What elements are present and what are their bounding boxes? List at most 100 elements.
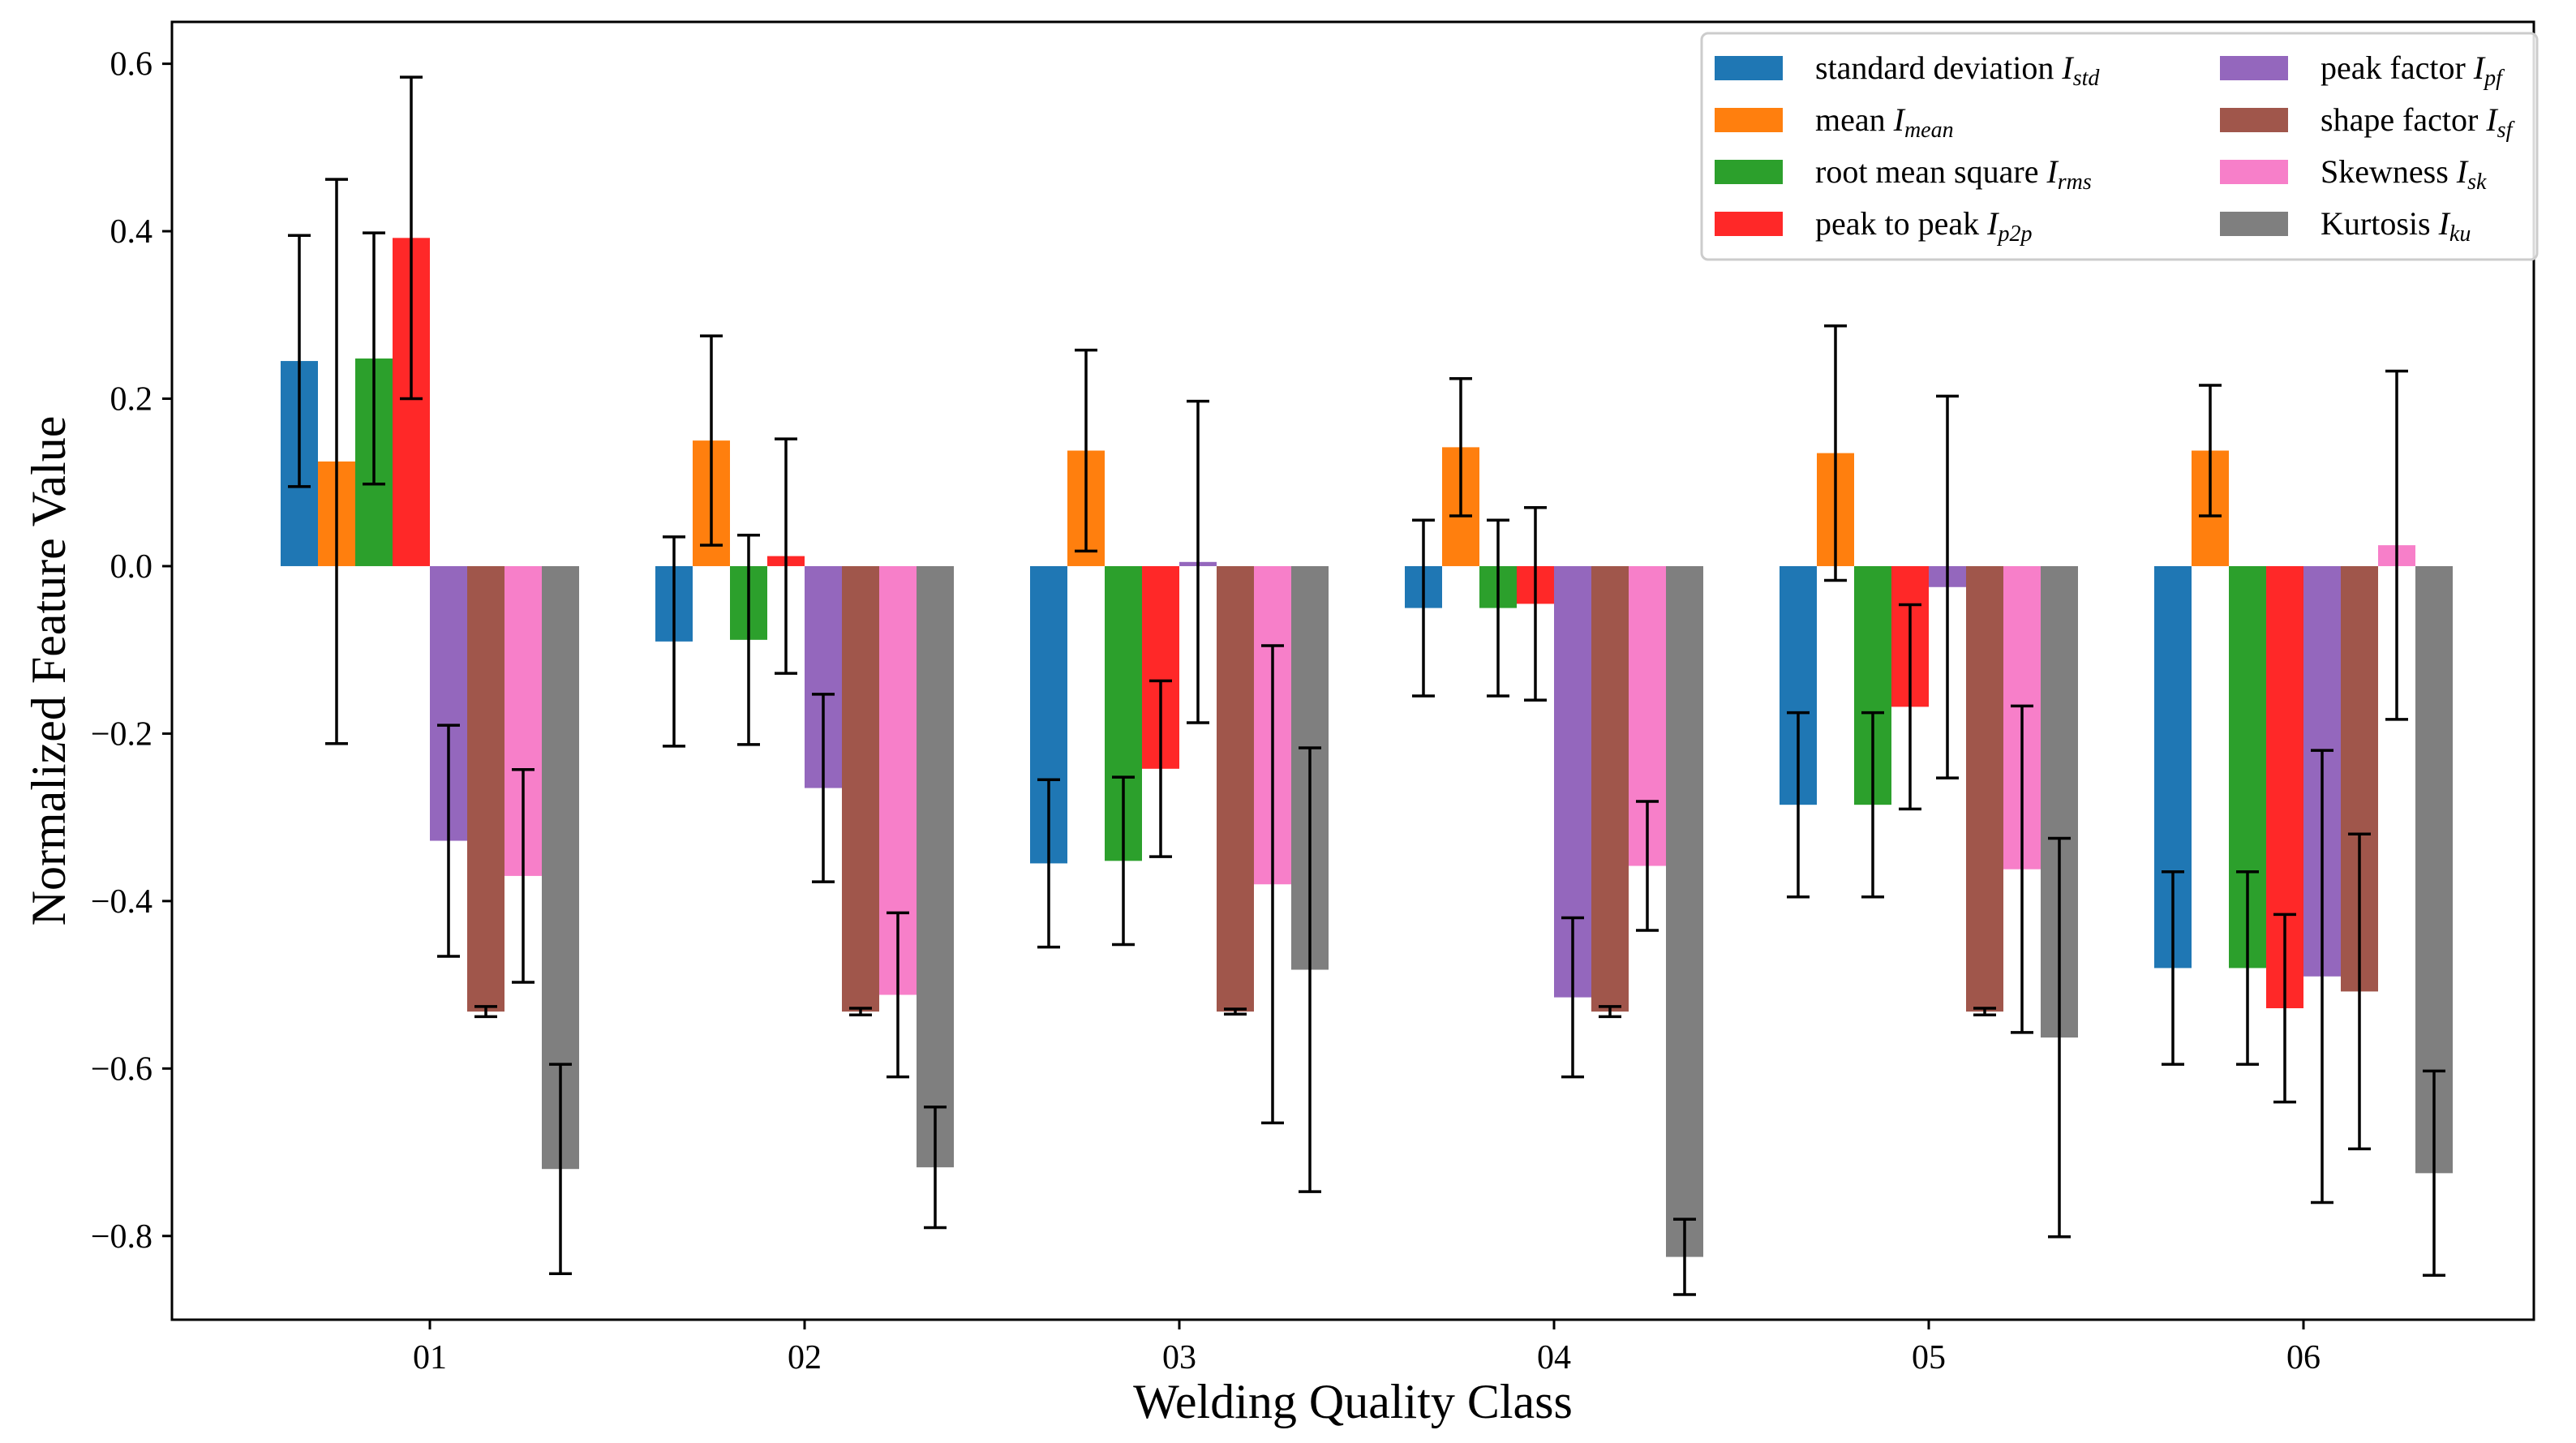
y-axis-label: Normalized Feature Value	[22, 416, 75, 926]
legend-swatch	[1715, 160, 1783, 184]
legend-item-rms: root mean square Irms	[1715, 153, 2092, 195]
error-bar-std-03	[1037, 778, 1060, 949]
error-bar-ku-06	[2423, 1069, 2445, 1278]
y-tick-label: −0.6	[91, 1050, 152, 1088]
legend-swatch	[1715, 56, 1783, 80]
x-tick-label: 05	[1912, 1339, 1946, 1376]
x-tick-label: 04	[1537, 1339, 1571, 1376]
error-bar-sf-02	[849, 1007, 872, 1017]
y-tick-label: 0.0	[110, 548, 153, 586]
error-bar-sf-04	[1599, 1005, 1621, 1019]
error-bar-sk-03	[1261, 644, 1284, 1125]
bar-sf-05	[1966, 565, 2003, 1012]
error-bar-rms-02	[737, 534, 760, 746]
error-bar-ku-02	[924, 1106, 947, 1230]
error-bar-std-01	[288, 234, 311, 488]
error-bars-layer	[288, 75, 2445, 1296]
legend-item-ku: Kurtosis Iku	[2220, 205, 2471, 247]
error-bar-sk-06	[2385, 369, 2408, 721]
x-tick-label: 02	[788, 1339, 822, 1376]
error-bar-rms-01	[363, 231, 385, 486]
legend-swatch	[2220, 212, 2288, 236]
error-bar-sf-05	[1973, 1007, 1996, 1017]
error-bar-mean-01	[325, 178, 348, 745]
error-bar-mean-03	[1075, 348, 1097, 553]
error-bar-std-06	[2162, 870, 2184, 1066]
bar-sf-01	[467, 565, 504, 1012]
error-bar-mean-05	[1824, 324, 1847, 582]
error-bar-sk-01	[512, 768, 535, 984]
bar-sf-03	[1217, 565, 1254, 1012]
legend-swatch	[2220, 56, 2288, 80]
y-tick-label: 0.4	[110, 213, 153, 251]
error-bar-p2p-06	[2273, 913, 2296, 1104]
error-bar-sk-02	[887, 911, 909, 1079]
x-tick-label: 06	[2286, 1339, 2321, 1376]
bar-sf-04	[1591, 565, 1629, 1012]
error-bar-ku-03	[1299, 746, 1321, 1193]
legend-swatch	[2220, 108, 2288, 132]
error-bar-pf-01	[437, 724, 460, 958]
x-tick-label: 01	[413, 1339, 447, 1376]
x-axis-label: Welding Quality Class	[1133, 1375, 1573, 1428]
error-bar-rms-03	[1112, 775, 1135, 947]
error-bar-ku-05	[2048, 836, 2071, 1239]
legend-label: peak to peak Ip2p	[1815, 205, 2032, 247]
legend: standard deviation Istd mean Imean root me…	[1700, 32, 2539, 261]
error-bar-ku-01	[549, 1063, 572, 1275]
y-tick-label: 0.6	[110, 46, 153, 84]
error-bar-pf-05	[1936, 394, 1959, 779]
error-bar-sf-06	[2348, 832, 2371, 1151]
bars-layer	[281, 238, 2453, 1257]
error-bar-rms-04	[1487, 518, 1509, 698]
error-bar-sf-03	[1224, 1007, 1247, 1016]
x-tick-label: 03	[1162, 1339, 1196, 1376]
error-bar-pf-06	[2311, 749, 2333, 1205]
error-bar-p2p-04	[1524, 505, 1547, 702]
error-bar-rms-06	[2236, 870, 2259, 1066]
y-tick-label: −0.8	[91, 1218, 152, 1256]
error-bar-rms-05	[1861, 711, 1884, 899]
error-bar-sk-05	[2011, 704, 2033, 1034]
legend-label: mean Imean	[1815, 101, 1954, 143]
legend-swatch	[1715, 212, 1783, 236]
y-tick-label: −0.4	[91, 883, 152, 921]
error-bar-pf-03	[1187, 399, 1209, 724]
bar-ku-02	[917, 565, 954, 1168]
error-bar-pf-04	[1561, 916, 1584, 1079]
legend-item-mean: mean Imean	[1715, 101, 1954, 143]
error-bar-pf-02	[812, 693, 835, 883]
error-bar-sf-01	[474, 1005, 497, 1019]
error-bar-sk-04	[1636, 800, 1659, 932]
error-bar-p2p-03	[1149, 679, 1172, 858]
legend-label: Skewness Isk	[2321, 153, 2487, 195]
legend-item-sf: shape factor Isf	[2220, 101, 2515, 143]
error-bar-std-04	[1412, 518, 1435, 698]
error-bar-std-05	[1787, 711, 1810, 899]
y-tick-label: −0.2	[91, 715, 152, 753]
y-tick-label: 0.2	[110, 381, 153, 419]
error-bar-p2p-02	[775, 437, 797, 675]
legend-box	[1700, 32, 2539, 261]
legend-label: Kurtosis Iku	[2321, 205, 2471, 247]
legend-item-std: standard deviation Istd	[1715, 49, 2100, 91]
y-axis: 0.6 0.4 0.2 0.0 −0.2 −0.4 −0.6 −0.8	[91, 46, 172, 1256]
legend-item-p2p: peak to peak Ip2p	[1715, 205, 2032, 247]
error-bar-mean-06	[2199, 384, 2222, 518]
legend-item-pf: peak factor Ipf	[2220, 49, 2505, 91]
legend-label: standard deviation Istd	[1815, 49, 2100, 91]
error-bar-mean-02	[700, 334, 723, 547]
legend-swatch	[2220, 160, 2288, 184]
bar-ku-04	[1666, 565, 1703, 1257]
legend-label: shape factor Isf	[2321, 101, 2515, 143]
error-bar-mean-04	[1449, 376, 1472, 518]
error-bar-p2p-05	[1899, 603, 1921, 811]
legend-label: root mean square Irms	[1815, 153, 2092, 195]
plot-frame	[170, 20, 2535, 1321]
x-axis: 01 02 03 04 05 06	[413, 1320, 2321, 1376]
legend-label: peak factor Ipf	[2321, 49, 2505, 91]
error-bar-ku-04	[1673, 1218, 1696, 1296]
legend-swatch	[1715, 108, 1783, 132]
error-bar-p2p-01	[400, 75, 423, 401]
